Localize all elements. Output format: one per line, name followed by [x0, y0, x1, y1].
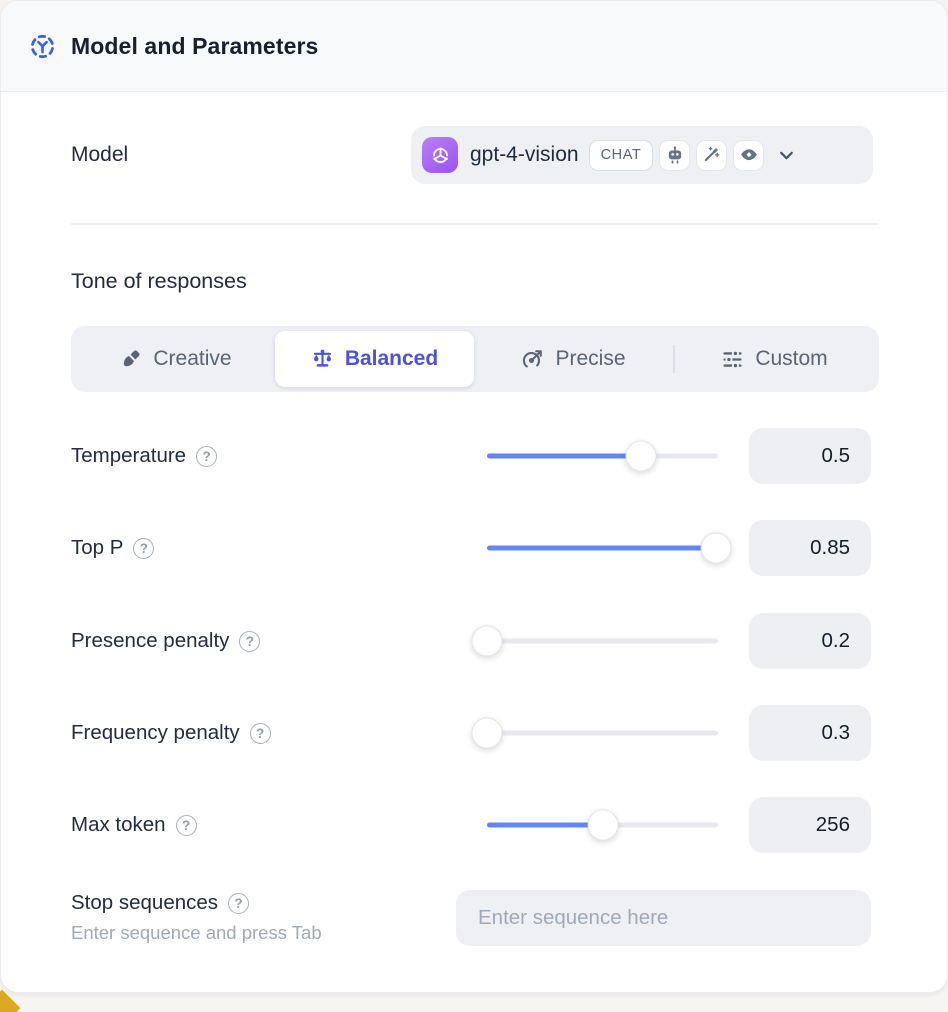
tone-tab-label: Creative: [153, 347, 232, 370]
stop-sequences-label-text: Stop sequences: [71, 891, 219, 914]
param-row-top-p: Top P ? 0.85: [71, 520, 871, 576]
model-parameters-icon: [30, 34, 55, 58]
tone-tab-label: Custom: [755, 347, 828, 370]
chevron-down-icon: [780, 151, 794, 159]
vision-capability-chip: [733, 139, 765, 171]
robot-icon: [668, 146, 682, 164]
vision-eye-icon: [741, 149, 757, 161]
param-label: Max token ?: [71, 797, 197, 853]
slider-fill: [487, 453, 641, 459]
param-row-temperature: Temperature ? 0.5: [71, 428, 871, 484]
sliders-icon: [723, 349, 742, 369]
tone-tab-label: Precise: [555, 347, 626, 370]
slider-thumb[interactable]: [587, 809, 618, 841]
slider-thumb[interactable]: [625, 440, 657, 472]
tone-tab-creative[interactable]: Creative: [76, 331, 275, 387]
magic-wand-icon: [704, 146, 720, 162]
chat-type-badge: CHAT: [588, 139, 654, 171]
param-row-max-token: Max token ? 256: [71, 797, 871, 853]
presence-penalty-slider[interactable]: [471, 613, 718, 669]
slider-fill: [487, 822, 603, 828]
frequency-penalty-value[interactable]: 0.3: [749, 705, 871, 761]
panel-title: Model and Parameters: [71, 32, 319, 59]
openai-logo: [422, 137, 458, 173]
panel-header: Model and Parameters: [1, 1, 947, 92]
max-token-slider[interactable]: [487, 797, 718, 853]
paintbrush-icon: [124, 349, 140, 366]
help-icon[interactable]: ?: [133, 537, 155, 559]
section-divider: [71, 223, 879, 225]
tone-tab-label: Balanced: [344, 347, 439, 370]
slider-thumb[interactable]: [471, 625, 503, 657]
tone-heading: Tone of responses: [71, 269, 247, 293]
param-label-text: Presence penalty: [71, 629, 230, 652]
tone-segmented-control: Creative Balanced Precise: [71, 326, 879, 392]
tone-tab-precise[interactable]: Precise: [474, 331, 673, 387]
stop-sequences-hint: Enter sequence and press Tab: [71, 922, 322, 943]
help-icon[interactable]: ?: [239, 630, 261, 652]
param-row-frequency-penalty: Frequency penalty ? 0.3: [71, 705, 871, 761]
tone-tab-balanced[interactable]: Balanced: [275, 331, 474, 387]
slider-thumb[interactable]: [700, 532, 732, 564]
top-p-value[interactable]: 0.85: [749, 520, 871, 576]
param-label: Temperature ?: [71, 428, 218, 484]
param-label: Top P ?: [71, 520, 155, 576]
slider-track[interactable]: [487, 730, 718, 736]
openai-mark-icon: [432, 146, 448, 163]
selected-model-name: gpt-4-vision: [470, 143, 579, 166]
target-arrow-icon: [523, 349, 543, 369]
help-icon[interactable]: ?: [228, 892, 250, 914]
max-token-value[interactable]: 256: [749, 797, 871, 853]
param-label: Presence penalty ?: [71, 613, 261, 669]
help-icon[interactable]: ?: [196, 445, 218, 467]
param-label-text: Top P: [71, 536, 124, 559]
model-label: Model: [71, 143, 129, 166]
model-select[interactable]: gpt-4-vision CHAT: [411, 126, 873, 184]
scales-icon: [313, 349, 331, 367]
param-label-text: Temperature: [71, 444, 187, 467]
param-label-text: Max token: [71, 813, 166, 836]
top-p-slider[interactable]: [487, 520, 732, 576]
stop-sequences-labels: Stop sequences ? Enter sequence and pres…: [71, 891, 322, 944]
slider-thumb[interactable]: [471, 717, 503, 749]
frequency-penalty-slider[interactable]: [471, 705, 718, 761]
slider-fill: [487, 545, 716, 551]
tone-tab-divider: [673, 345, 675, 373]
temperature-slider[interactable]: [487, 428, 718, 484]
presence-penalty-value[interactable]: 0.2: [749, 613, 871, 669]
help-icon[interactable]: ?: [249, 722, 271, 744]
tone-tab-custom[interactable]: Custom: [675, 331, 874, 387]
help-icon[interactable]: ?: [175, 814, 197, 836]
magic-wand-capability-chip: [696, 139, 728, 171]
stop-sequence-input[interactable]: [456, 890, 871, 946]
slider-track[interactable]: [487, 638, 718, 644]
param-label: Frequency penalty ?: [71, 705, 271, 761]
robot-capability-chip: [659, 139, 691, 171]
temperature-value[interactable]: 0.5: [749, 428, 871, 484]
param-row-presence-penalty: Presence penalty ? 0.2: [71, 613, 871, 669]
param-label-text: Frequency penalty: [71, 721, 240, 744]
stop-sequences-label: Stop sequences ?: [71, 891, 322, 915]
